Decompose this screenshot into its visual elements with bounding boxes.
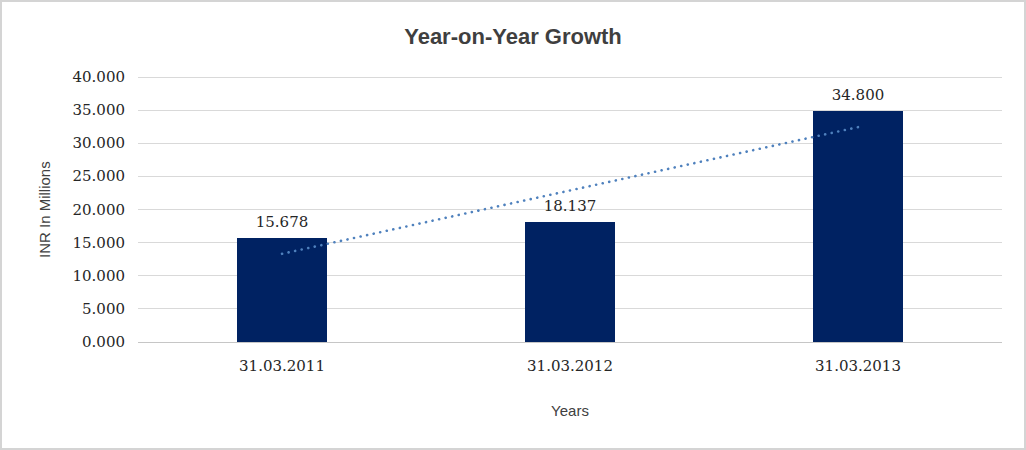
y-tick-label: 0.000 [40, 333, 125, 352]
x-tick-label: 31.03.2013 [758, 356, 958, 376]
x-tick-label: 31.03.2012 [470, 356, 670, 376]
x-tick-label: 31.03.2011 [182, 356, 382, 376]
y-tick-label: 5.000 [40, 300, 125, 319]
y-tick-label: 20.000 [40, 201, 125, 220]
y-tick-label: 35.000 [40, 101, 125, 120]
chart-title: Year-on-Year Growth [2, 24, 1024, 50]
plot-area: 15.67818.13734.800 [138, 77, 1002, 342]
y-tick-label: 30.000 [40, 134, 125, 153]
trendline-path [282, 127, 858, 254]
y-tick-label: 15.000 [40, 234, 125, 253]
x-axis-title: Years [138, 402, 1002, 419]
y-tick-label: 25.000 [40, 167, 125, 186]
chart-frame: Year-on-Year Growth INR In Millions 15.6… [0, 0, 1026, 450]
trendline [138, 77, 1002, 342]
y-tick-label: 40.000 [40, 68, 125, 87]
y-tick-label: 10.000 [40, 267, 125, 286]
